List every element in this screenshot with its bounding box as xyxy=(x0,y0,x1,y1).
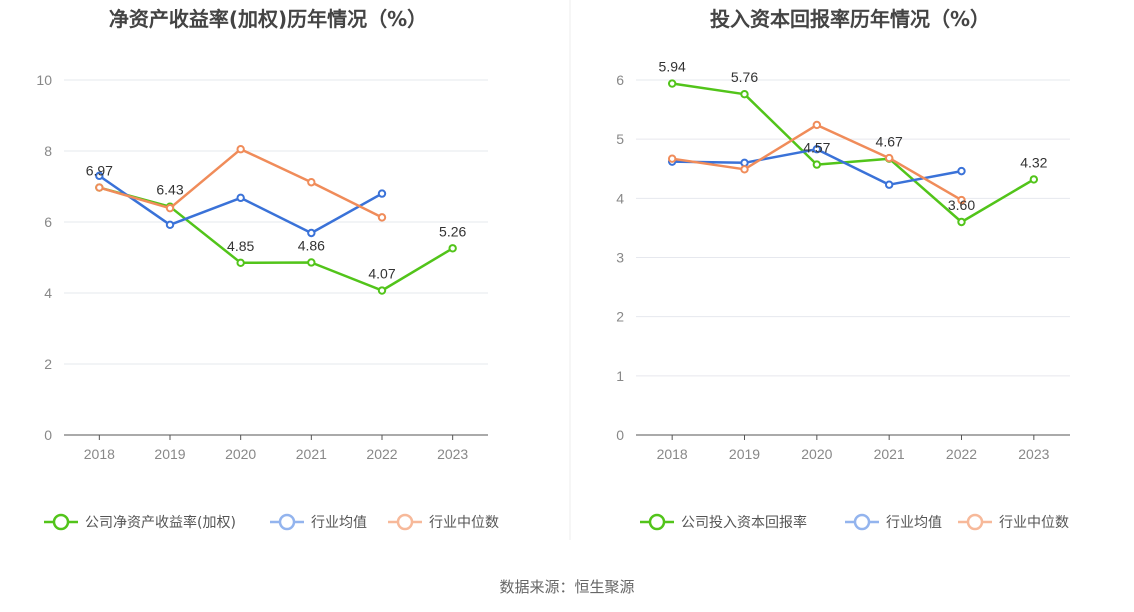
x-tick-label: 2020 xyxy=(801,446,832,462)
x-tick-label: 2018 xyxy=(84,446,115,462)
data-point xyxy=(740,90,749,99)
data-label: 4.86 xyxy=(298,237,325,253)
x-tick-label: 2019 xyxy=(154,446,185,462)
data-point xyxy=(1029,175,1039,184)
data-label: 6.97 xyxy=(86,163,113,179)
legend-label: 行业中位数 xyxy=(429,515,499,531)
data-label: 5.26 xyxy=(439,223,466,239)
data-point xyxy=(236,145,245,154)
y-tick-label: 6 xyxy=(616,72,624,88)
y-tick-label: 3 xyxy=(616,250,624,266)
legend-label: 公司净资产收益率(加权) xyxy=(85,514,236,531)
data-point xyxy=(377,286,387,295)
data-label: 4.07 xyxy=(368,266,395,282)
legend-marker xyxy=(278,513,296,531)
data-point xyxy=(165,203,175,213)
chart-panel-roic: 投入资本回报率历年情况（%） 0 1 2 3 4 5 6 2018 2019 2020 2021 202… xyxy=(616,7,1070,531)
legend-label: 行业均值 xyxy=(886,515,942,531)
data-point xyxy=(957,217,966,227)
chart-title: 投入资本回报率历年情况（%） xyxy=(710,7,990,31)
x-tick-label: 2023 xyxy=(437,446,468,462)
data-point xyxy=(307,178,316,187)
x-tick-label: 2023 xyxy=(1018,446,1049,462)
series-line xyxy=(98,174,383,235)
y-tick-label: 4 xyxy=(44,285,52,301)
legend-marker xyxy=(52,513,70,531)
x-tick-label: 2021 xyxy=(874,446,905,462)
data-label: 4.67 xyxy=(876,134,903,150)
data-point xyxy=(236,193,245,203)
y-tick-label: 8 xyxy=(44,143,52,159)
chart-panel-roe: 净资产收益率(加权)历年情况（%） 0 2 4 6 8 10 2018 2019 2020 2021… xyxy=(36,7,499,531)
x-tick-label: 2021 xyxy=(296,446,327,462)
chart-title: 净资产收益率(加权)历年情况（%） xyxy=(109,7,427,31)
data-point xyxy=(236,258,245,268)
legend-item[interactable]: 行业中位数 xyxy=(958,513,1069,531)
data-point xyxy=(812,160,822,169)
data-point xyxy=(812,145,822,154)
series-line xyxy=(98,147,383,219)
data-label: 5.94 xyxy=(659,59,686,75)
legend-item[interactable]: 行业均值 xyxy=(845,513,942,531)
data-point xyxy=(957,166,966,176)
data-source-footer: 数据来源：恒生聚源 xyxy=(499,578,634,596)
series-line xyxy=(672,82,1035,224)
data-point xyxy=(165,220,175,230)
y-tick-label: 6 xyxy=(44,214,52,230)
data-point xyxy=(307,228,316,238)
data-point xyxy=(812,120,822,130)
data-point xyxy=(884,180,894,189)
legend-marker xyxy=(648,513,666,531)
y-tick-label: 0 xyxy=(616,427,624,443)
y-tick-label: 0 xyxy=(44,427,52,443)
y-tick-label: 4 xyxy=(616,190,624,206)
data-point xyxy=(667,79,677,88)
legend-label: 行业均值 xyxy=(311,515,367,531)
data-point xyxy=(884,153,894,163)
legend-item[interactable]: 行业中位数 xyxy=(388,513,499,531)
data-label: 3.60 xyxy=(948,197,975,213)
x-tick-label: 2022 xyxy=(946,446,977,462)
data-point xyxy=(377,189,387,198)
legend-item[interactable]: 公司投入资本回报率 xyxy=(640,513,807,531)
y-tick-label: 5 xyxy=(616,131,624,147)
x-tick-label: 2018 xyxy=(657,446,688,462)
data-point xyxy=(448,244,457,253)
data-point xyxy=(95,171,104,181)
y-tick-label: 10 xyxy=(36,72,52,88)
data-point xyxy=(740,158,749,168)
legend-item[interactable]: 行业均值 xyxy=(270,513,367,531)
x-tick-label: 2019 xyxy=(729,446,760,462)
x-tick-label: 2020 xyxy=(225,446,256,462)
data-label: 4.57 xyxy=(803,140,830,156)
x-tick-label: 2022 xyxy=(366,446,397,462)
data-label: 4.32 xyxy=(1020,154,1047,170)
y-tick-label: 2 xyxy=(616,309,624,325)
data-point xyxy=(95,183,104,192)
data-point xyxy=(740,165,749,174)
y-tick-label: 1 xyxy=(616,368,624,384)
data-point xyxy=(307,258,316,267)
legend-item[interactable]: 公司净资产收益率(加权) xyxy=(44,513,236,531)
legend-marker xyxy=(396,513,414,531)
data-point xyxy=(667,154,677,163)
y-tick-label: 2 xyxy=(44,356,52,372)
data-point xyxy=(957,195,966,205)
legend-marker xyxy=(966,513,984,531)
data-label: 5.76 xyxy=(731,69,758,85)
data-label: 4.85 xyxy=(227,238,254,254)
data-label: 6.43 xyxy=(156,182,183,198)
legend-label: 行业中位数 xyxy=(999,515,1069,531)
legend-label: 公司投入资本回报率 xyxy=(681,514,807,531)
legend-marker xyxy=(853,513,871,531)
data-point xyxy=(377,213,387,222)
